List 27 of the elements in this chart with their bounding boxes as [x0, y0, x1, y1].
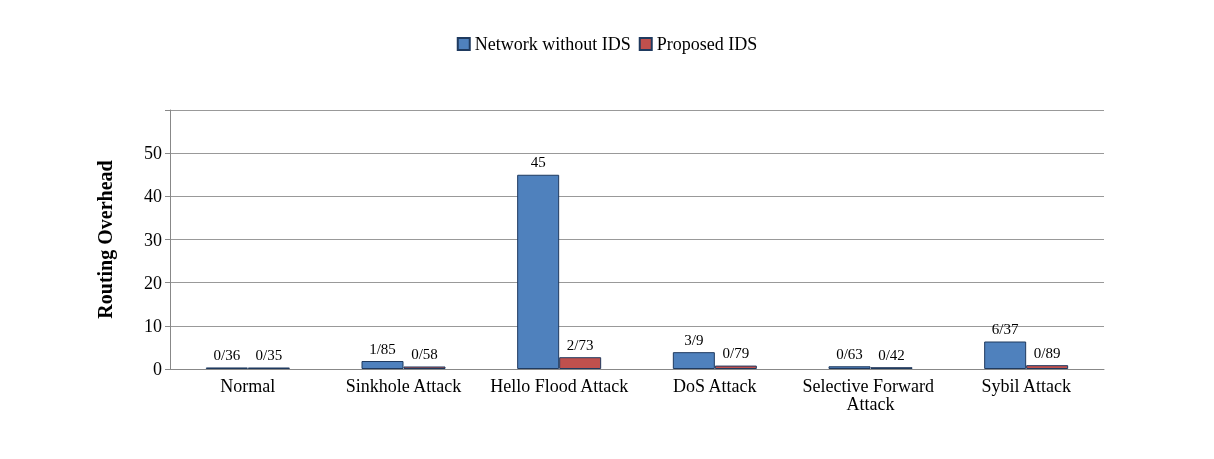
data-label: 0/42: [878, 346, 905, 363]
x-tick-label: DoS Attack: [673, 376, 757, 396]
y-tick-label: 10: [144, 315, 162, 336]
x-tick-label: Hello Flood Attack: [490, 376, 629, 396]
data-label: 6/37: [991, 321, 1019, 337]
y-axis-title: Routing Overhead: [94, 160, 117, 319]
data-label: 0/58: [411, 346, 438, 362]
legend-label: Proposed IDS: [656, 34, 758, 54]
x-tick-label: Sinkhole Attack: [345, 376, 462, 396]
data-label: 3/9: [684, 331, 704, 348]
data-label: 2/73: [566, 336, 594, 353]
data-label: 0/35: [255, 346, 283, 363]
y-tick-label: 20: [144, 272, 162, 293]
y-tick-label: 40: [144, 186, 162, 207]
data-label: 0/89: [1033, 344, 1061, 361]
legend-label: Network without IDS: [474, 34, 631, 54]
data-label: 45: [530, 154, 546, 171]
y-tick-label: 50: [144, 143, 162, 164]
data-label: 0/63: [836, 345, 863, 362]
data-label: 1/85: [369, 340, 396, 357]
y-tick-label: 30: [144, 229, 162, 250]
data-label: 0/79: [722, 345, 750, 362]
x-tick-label: Selective Forward Attack: [802, 376, 939, 414]
x-tick-label: Normal: [220, 376, 276, 396]
x-tick-label: Sybil Attack: [981, 376, 1071, 396]
y-tick-label: 0: [153, 359, 162, 379]
data-label: 0/36: [213, 346, 241, 363]
